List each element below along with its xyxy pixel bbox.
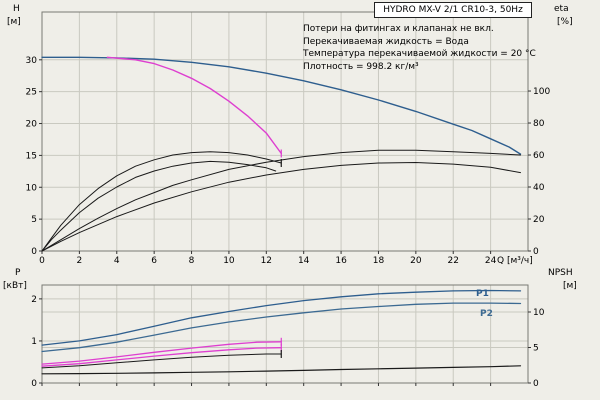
svg-text:40: 40: [533, 183, 545, 193]
svg-text:22: 22: [448, 256, 459, 266]
svg-text:8: 8: [189, 256, 195, 266]
curve-label-p2: P2: [480, 309, 493, 319]
svg-text:60: 60: [533, 151, 545, 161]
svg-text:15: 15: [26, 151, 37, 161]
svg-text:10: 10: [533, 308, 545, 318]
svg-text:10: 10: [223, 256, 235, 266]
y-axis-unit-npsh: [м]: [563, 281, 577, 291]
y-axis-label-npsh: NPSH: [548, 268, 573, 278]
svg-text:16: 16: [335, 256, 347, 266]
chart-info-block: Потери на фитингах и клапанах не вкл. Пе…: [303, 23, 536, 73]
svg-text:100: 100: [533, 87, 550, 97]
svg-text:30: 30: [26, 56, 38, 66]
svg-text:4: 4: [114, 256, 120, 266]
svg-text:20: 20: [533, 215, 545, 225]
svg-text:2: 2: [77, 256, 83, 266]
svg-text:20: 20: [26, 120, 38, 130]
svg-text:6: 6: [151, 256, 157, 266]
svg-text:0: 0: [39, 256, 45, 266]
curve-label-p1: P1: [476, 289, 489, 299]
y-axis-unit-efficiency: [%]: [557, 17, 573, 27]
svg-text:18: 18: [373, 256, 385, 266]
svg-text:24: 24: [485, 256, 497, 266]
svg-text:20: 20: [410, 256, 422, 266]
y-axis-unit-head: [м]: [7, 17, 21, 27]
info-line-liquid: Перекачиваемая жидкость = Вода: [303, 36, 469, 47]
info-line-temperature: Температура перекачиваемой жидкости = 20…: [303, 49, 536, 59]
y-axis-unit-power: [кВт]: [3, 281, 27, 291]
svg-text:0: 0: [533, 247, 539, 257]
svg-text:10: 10: [26, 183, 38, 193]
chart-title-box: HYDRO MX-V 2/1 CR10-3, 50Hz: [374, 2, 532, 18]
y-axis-label-efficiency: eta: [554, 4, 569, 14]
info-line-losses: Потери на фитингах и клапанах не вкл.: [303, 24, 494, 34]
svg-text:5: 5: [31, 215, 37, 225]
svg-text:1: 1: [31, 337, 37, 347]
svg-text:25: 25: [26, 88, 37, 98]
svg-text:80: 80: [533, 119, 545, 129]
svg-text:0: 0: [533, 379, 539, 389]
info-line-density: Плотность = 998.2 кг/м³: [303, 61, 419, 72]
svg-text:0: 0: [31, 247, 37, 257]
svg-text:12: 12: [261, 256, 272, 266]
svg-text:14: 14: [298, 256, 310, 266]
y-axis-label-head: H: [13, 4, 20, 14]
svg-text:Q [м³/ч]: Q [м³/ч]: [497, 256, 533, 266]
svg-text:2: 2: [31, 295, 37, 305]
svg-text:0: 0: [31, 379, 37, 389]
y-axis-label-power: P: [15, 268, 21, 278]
svg-text:5: 5: [533, 343, 539, 353]
